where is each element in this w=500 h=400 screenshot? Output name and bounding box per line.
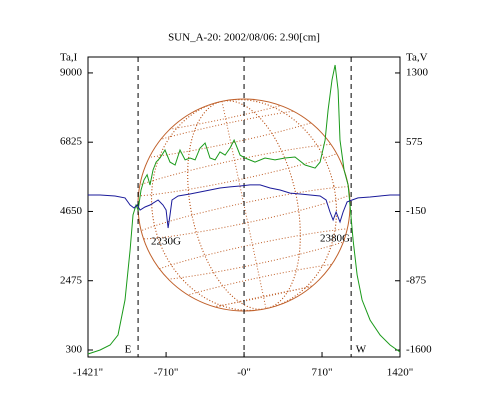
x-tick-label: 1420" — [387, 367, 414, 379]
parallel — [150, 279, 370, 331]
x-tick-label: 710" — [312, 367, 333, 379]
meridian — [151, 99, 337, 311]
y-tick-label: 9000 — [60, 66, 83, 78]
y2-tick-label: -875 — [406, 274, 427, 286]
y-axis-label: Ta,I — [60, 52, 78, 64]
y-tick-label: 2475 — [60, 274, 83, 286]
parallel — [118, 106, 344, 160]
y2-tick-label: 575 — [406, 136, 423, 148]
parallel — [146, 260, 370, 314]
chart-title: SUN_A-20: 2002/08/06: 2.90[cm] — [168, 32, 320, 44]
series-line — [88, 184, 400, 229]
y2-tick-label: -1600 — [406, 344, 432, 356]
annotation: 2230G — [151, 236, 181, 248]
parallel — [118, 82, 339, 136]
x-tick-label: -710" — [154, 367, 179, 379]
annotation: 2380G — [320, 233, 350, 245]
y2-axis-label: Ta,V — [406, 52, 428, 64]
x-tick-label: -1421" — [73, 367, 103, 379]
series-line — [87, 64, 401, 355]
y-tick-label: 300 — [66, 344, 83, 356]
y2-tick-label: 1300 — [406, 66, 429, 78]
y-tick-label: 4650 — [60, 205, 83, 217]
y2-tick-label: -150 — [406, 205, 427, 217]
annotation: E — [125, 344, 132, 356]
y-tick-label: 6825 — [60, 136, 83, 148]
x-tick-label: -0" — [237, 367, 251, 379]
annotation: W — [356, 344, 367, 356]
